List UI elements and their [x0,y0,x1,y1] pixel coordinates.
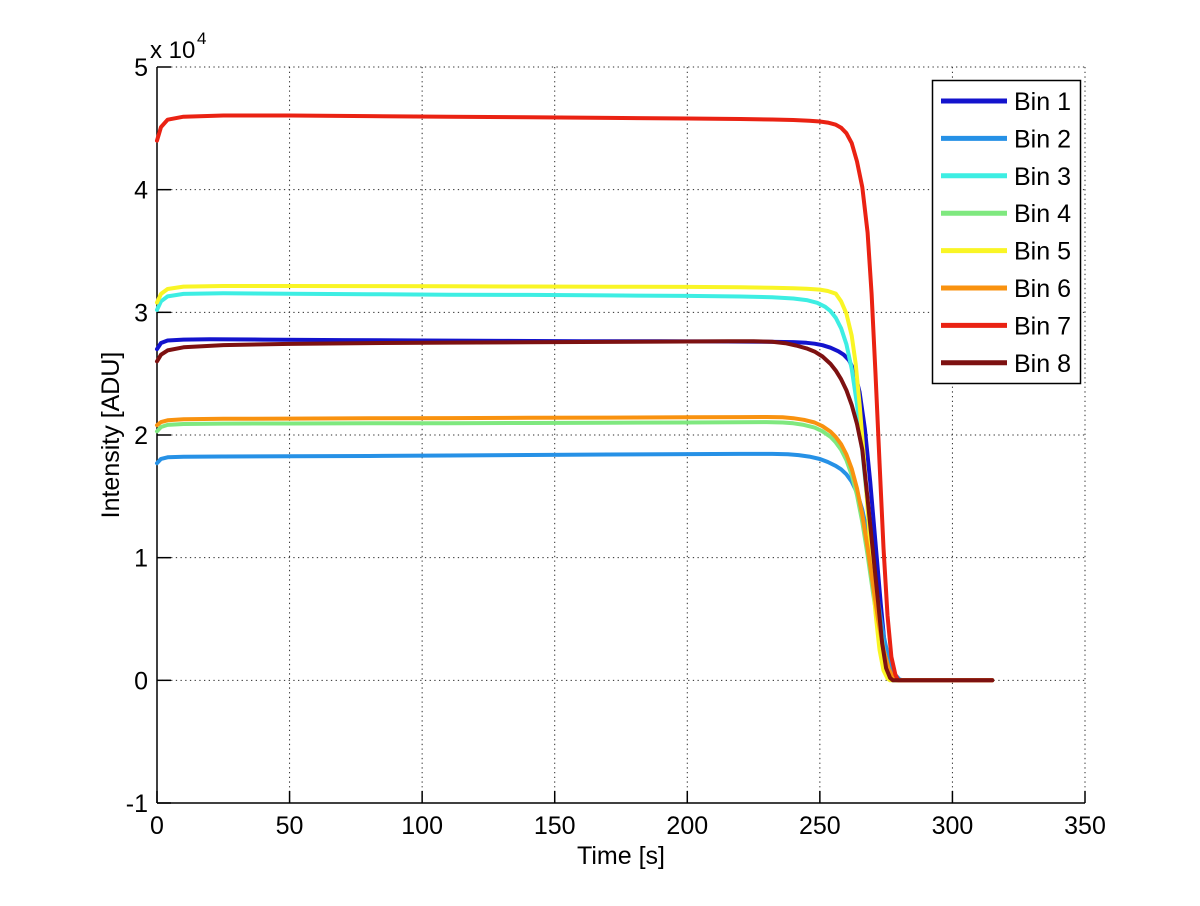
y-axis-exponent-power: 4 [197,29,206,48]
x-tick-label-350: 350 [1064,812,1106,840]
series-line-bin-1 [155,337,995,683]
y-tick-label-1: 1 [134,545,148,573]
legend-label-bin-2: Bin 2 [1014,125,1071,153]
y-axis-label: Intensity [ADU] [97,352,125,519]
x-tick-label-200: 200 [666,812,708,840]
legend-label-bin-6: Bin 6 [1014,275,1071,303]
legend-label-bin-1: Bin 1 [1014,88,1071,116]
y-tick-label-4: 4 [134,177,148,205]
legend-label-bin-5: Bin 5 [1014,238,1071,266]
x-tick-label-0: 0 [150,812,164,840]
legend-label-bin-3: Bin 3 [1014,163,1071,191]
legend-label-bin-7: Bin 7 [1014,312,1071,340]
y-tick-label-3: 3 [134,299,148,327]
x-tick-label-150: 150 [534,812,576,840]
series-line-bin-7 [155,113,995,683]
y-tick-label-2: 2 [134,422,148,450]
y-tick-label-0: 0 [134,667,148,695]
x-tick-label-50: 50 [276,812,304,840]
series-line-bin-6 [155,415,995,683]
x-tick-label-100: 100 [401,812,443,840]
x-axis-label: Time [s] [577,842,665,870]
y-axis-exponent-base: x 10 [150,37,195,64]
x-tick-label-250: 250 [799,812,841,840]
legend-box [931,79,1082,385]
legend-label-bin-4: Bin 4 [1014,200,1071,228]
legend-label-bin-8: Bin 8 [1014,350,1071,378]
series-line-bin-8 [155,339,995,683]
y-tick-label-5: 5 [134,54,148,82]
y-tick-label--1: -1 [126,790,148,818]
x-tick-label-300: 300 [932,812,974,840]
